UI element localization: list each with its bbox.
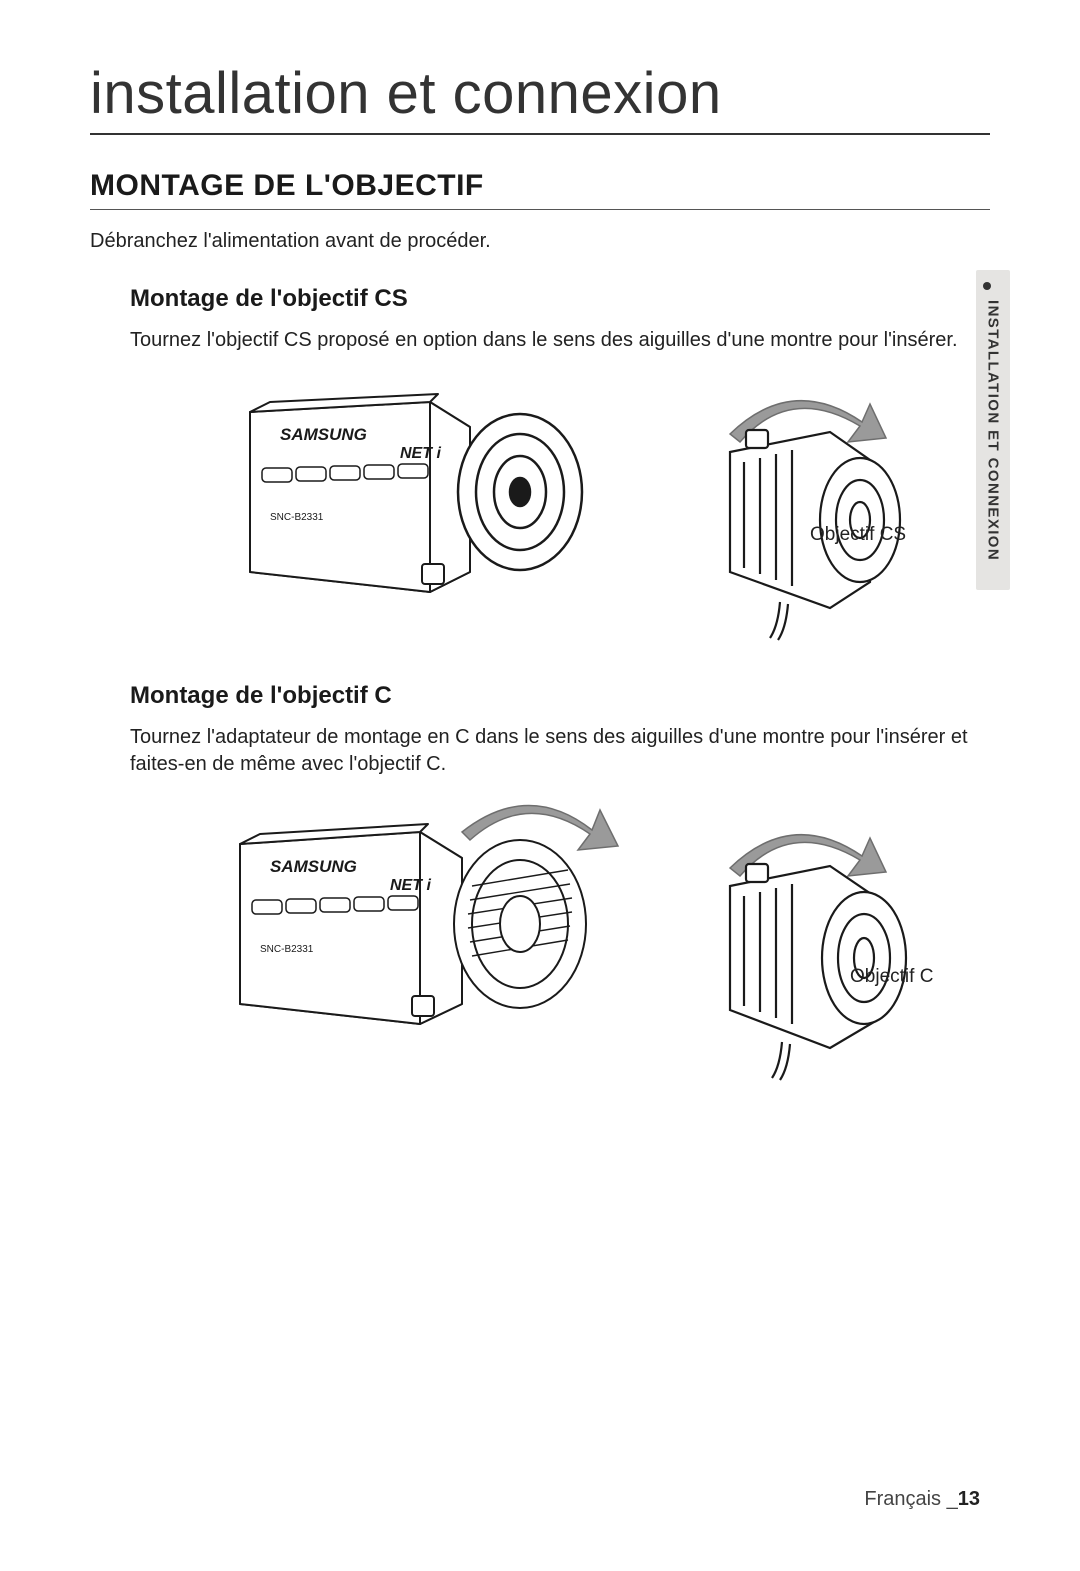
section-rule [90,209,990,210]
sub2-text: Tournez l'adaptateur de montage en C dan… [130,724,990,778]
footer-separator: _ [947,1488,958,1510]
camera-c-diagram: SAMSUNG NET i SNC-B2331 [170,796,970,1096]
page-header-title: installation et connexion [90,60,990,135]
bullet-icon [983,282,991,290]
section-title: MONTAGE DE L'OBJECTIF [90,169,990,203]
sub1-figure-label: Objectif CS [810,524,906,546]
side-tab-text: INSTALLATION ET CONNEXION [985,300,1002,561]
camera-logo-text: NET i [400,445,441,462]
sub1-figure: SAMSUNG NET i SNC-B2331 [170,372,990,652]
section-side-tab: INSTALLATION ET CONNEXION [976,270,1010,590]
page-footer: Français _13 [864,1488,980,1511]
camera-model-text: SNC-B2331 [260,944,314,955]
sub2-figure: SAMSUNG NET i SNC-B2331 [170,796,990,1096]
footer-language: Français [864,1488,941,1510]
sub1-text: Tournez l'objectif CS proposé en option … [130,327,990,354]
sub2-figure-label: Objectif C [850,966,933,988]
sub2-heading: Montage de l'objectif C [130,682,990,710]
camera-brand-text: SAMSUNG [270,857,357,876]
camera-model-text: SNC-B2331 [270,512,324,523]
camera-brand-text: SAMSUNG [280,425,367,444]
manual-page: installation et connexion MONTAGE DE L'O… [0,0,1080,1571]
intro-text: Débranchez l'alimentation avant de procé… [90,228,990,255]
footer-page-number: 13 [958,1488,980,1510]
camera-logo-text: NET i [390,877,431,894]
sub1-heading: Montage de l'objectif CS [130,285,990,313]
camera-cs-diagram: SAMSUNG NET i SNC-B2331 [170,372,930,652]
